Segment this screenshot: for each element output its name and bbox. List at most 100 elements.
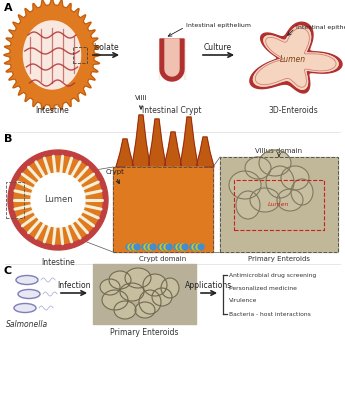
Ellipse shape bbox=[143, 274, 167, 296]
Text: 3D-Enteroids: 3D-Enteroids bbox=[268, 106, 318, 115]
Text: Villus domain: Villus domain bbox=[255, 148, 303, 154]
Text: Intestine: Intestine bbox=[35, 106, 69, 115]
Circle shape bbox=[150, 244, 156, 250]
Text: Intestinal epithelium: Intestinal epithelium bbox=[296, 24, 345, 30]
Bar bbox=[6, 182, 24, 218]
Text: Intestinal Crypt: Intestinal Crypt bbox=[142, 106, 202, 115]
Bar bbox=[93, 264, 196, 324]
Polygon shape bbox=[165, 39, 179, 76]
Text: Lumen: Lumen bbox=[280, 56, 306, 64]
Text: Salmonella: Salmonella bbox=[6, 320, 48, 329]
Circle shape bbox=[8, 150, 108, 250]
Text: Lumen: Lumen bbox=[44, 196, 72, 204]
Text: Primary Enteroids: Primary Enteroids bbox=[110, 328, 179, 337]
Circle shape bbox=[174, 244, 180, 250]
Text: Crypt: Crypt bbox=[106, 169, 125, 175]
Circle shape bbox=[198, 244, 204, 250]
Bar bbox=[113, 167, 213, 252]
Text: Primary Enteroids: Primary Enteroids bbox=[248, 256, 310, 262]
Ellipse shape bbox=[250, 188, 280, 212]
Circle shape bbox=[142, 244, 148, 250]
Circle shape bbox=[190, 244, 196, 250]
Text: Antimicrobial drug screening: Antimicrobial drug screening bbox=[229, 272, 316, 278]
Ellipse shape bbox=[135, 302, 155, 318]
Bar bbox=[220, 157, 338, 252]
Circle shape bbox=[126, 244, 132, 250]
Polygon shape bbox=[180, 117, 198, 167]
Circle shape bbox=[146, 244, 152, 250]
Polygon shape bbox=[148, 119, 166, 167]
Ellipse shape bbox=[236, 191, 260, 219]
Ellipse shape bbox=[277, 189, 303, 211]
Circle shape bbox=[194, 244, 200, 250]
Polygon shape bbox=[254, 26, 338, 89]
Text: Intestinal epithelium: Intestinal epithelium bbox=[186, 24, 251, 28]
Bar bbox=[234, 180, 324, 230]
Text: Bacteria - host interactions: Bacteria - host interactions bbox=[229, 312, 311, 316]
Ellipse shape bbox=[259, 150, 291, 176]
Ellipse shape bbox=[18, 290, 40, 298]
Ellipse shape bbox=[266, 166, 294, 198]
Circle shape bbox=[166, 244, 172, 250]
Text: Isolate: Isolate bbox=[93, 42, 119, 52]
Circle shape bbox=[176, 244, 182, 250]
Text: C: C bbox=[4, 266, 12, 276]
Circle shape bbox=[148, 244, 154, 250]
Ellipse shape bbox=[125, 268, 151, 288]
Ellipse shape bbox=[281, 166, 309, 190]
Text: Applications: Applications bbox=[185, 281, 233, 290]
Circle shape bbox=[160, 244, 166, 250]
Circle shape bbox=[196, 244, 202, 250]
Polygon shape bbox=[23, 21, 81, 89]
Ellipse shape bbox=[16, 276, 38, 284]
Ellipse shape bbox=[100, 279, 120, 295]
Bar bbox=[220, 157, 338, 252]
Ellipse shape bbox=[152, 288, 172, 306]
Circle shape bbox=[192, 244, 198, 250]
Text: Lumen: Lumen bbox=[268, 202, 290, 208]
Polygon shape bbox=[4, 0, 100, 111]
Polygon shape bbox=[116, 139, 134, 167]
Text: B: B bbox=[4, 134, 12, 144]
Text: Personalized medicine: Personalized medicine bbox=[229, 286, 297, 290]
Polygon shape bbox=[158, 167, 172, 243]
Text: Crypt domain: Crypt domain bbox=[139, 256, 187, 262]
Text: Villi: Villi bbox=[135, 95, 147, 101]
Text: Infection: Infection bbox=[57, 281, 91, 290]
Circle shape bbox=[31, 173, 85, 227]
Polygon shape bbox=[190, 167, 204, 243]
Polygon shape bbox=[174, 167, 188, 243]
Circle shape bbox=[134, 244, 140, 250]
Bar bbox=[73, 47, 87, 63]
Text: Culture: Culture bbox=[204, 42, 232, 52]
Polygon shape bbox=[142, 167, 156, 243]
Polygon shape bbox=[250, 22, 342, 93]
Ellipse shape bbox=[291, 179, 313, 205]
Polygon shape bbox=[126, 167, 140, 243]
Ellipse shape bbox=[245, 157, 271, 179]
Circle shape bbox=[164, 244, 170, 250]
Ellipse shape bbox=[139, 290, 161, 314]
Text: A: A bbox=[4, 3, 13, 13]
Polygon shape bbox=[254, 26, 338, 89]
Polygon shape bbox=[196, 137, 214, 167]
Circle shape bbox=[132, 244, 138, 250]
Circle shape bbox=[130, 244, 136, 250]
Ellipse shape bbox=[102, 290, 128, 310]
Bar bbox=[113, 167, 213, 252]
Ellipse shape bbox=[120, 283, 144, 301]
Ellipse shape bbox=[114, 301, 136, 319]
Circle shape bbox=[180, 244, 186, 250]
Circle shape bbox=[182, 244, 188, 250]
Ellipse shape bbox=[161, 278, 179, 298]
Circle shape bbox=[178, 244, 184, 250]
Circle shape bbox=[162, 244, 168, 250]
Ellipse shape bbox=[229, 171, 261, 199]
Circle shape bbox=[144, 244, 150, 250]
Text: Virulence: Virulence bbox=[229, 298, 257, 304]
Polygon shape bbox=[164, 132, 182, 167]
Circle shape bbox=[14, 156, 102, 244]
Ellipse shape bbox=[14, 304, 36, 312]
Polygon shape bbox=[132, 115, 150, 167]
Ellipse shape bbox=[109, 271, 131, 289]
